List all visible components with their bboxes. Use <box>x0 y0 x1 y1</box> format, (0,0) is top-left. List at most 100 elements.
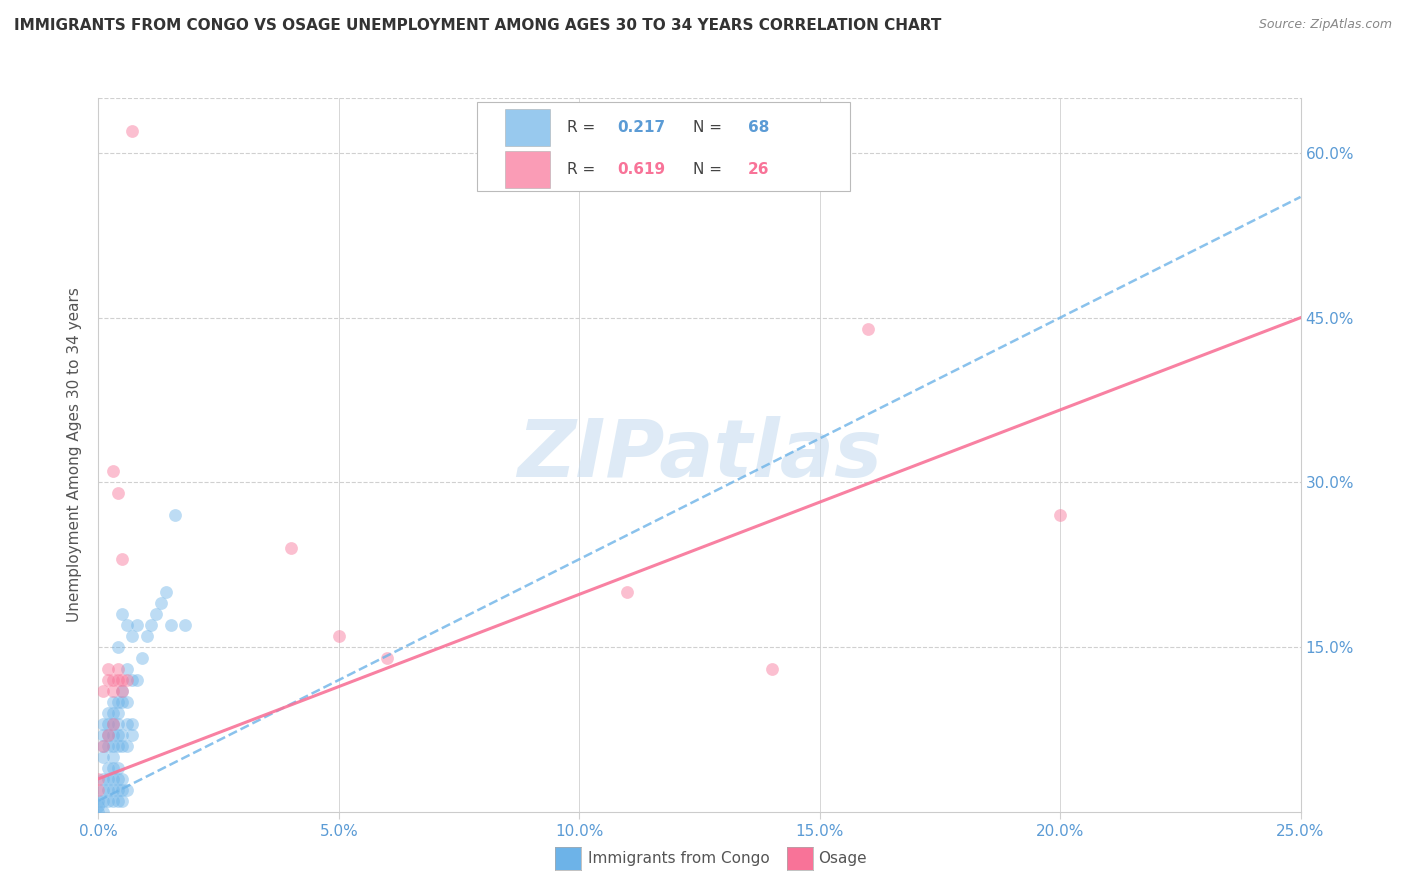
Point <box>101 794 124 808</box>
Point <box>159 618 181 632</box>
Text: 26: 26 <box>748 161 769 177</box>
Text: 0.619: 0.619 <box>617 161 666 177</box>
Point <box>101 684 124 698</box>
Point <box>101 728 124 742</box>
Point <box>149 596 172 610</box>
Point <box>91 684 114 698</box>
Point <box>101 782 124 797</box>
Point <box>121 629 143 643</box>
FancyBboxPatch shape <box>505 151 550 188</box>
Point <box>107 728 129 742</box>
Point <box>101 761 124 775</box>
Point <box>131 651 153 665</box>
Point <box>101 717 124 731</box>
Point <box>165 508 187 523</box>
Point <box>111 684 134 698</box>
Point <box>107 772 129 786</box>
Point <box>101 717 124 731</box>
Text: Osage: Osage <box>818 851 868 865</box>
Point <box>91 739 114 753</box>
Point <box>1049 508 1071 523</box>
Point <box>101 673 124 687</box>
Point <box>87 782 110 797</box>
Point <box>87 772 110 786</box>
Point <box>107 782 129 797</box>
Point <box>97 717 120 731</box>
Point <box>125 673 148 687</box>
Point <box>117 739 139 753</box>
Point <box>97 662 120 676</box>
Text: N =: N = <box>693 161 727 177</box>
Point <box>87 799 110 814</box>
Point <box>135 629 157 643</box>
Point <box>107 640 129 654</box>
Point <box>87 805 110 819</box>
Point <box>107 695 129 709</box>
Point <box>111 552 134 566</box>
Point <box>107 739 129 753</box>
Point <box>91 794 114 808</box>
Point <box>91 749 114 764</box>
Point <box>111 684 134 698</box>
Point <box>107 673 129 687</box>
Point <box>125 618 148 632</box>
Text: R =: R = <box>567 120 600 135</box>
Point <box>121 717 143 731</box>
Point <box>107 717 129 731</box>
Text: ZIPatlas: ZIPatlas <box>517 416 882 494</box>
Text: IMMIGRANTS FROM CONGO VS OSAGE UNEMPLOYMENT AMONG AGES 30 TO 34 YEARS CORRELATIO: IMMIGRANTS FROM CONGO VS OSAGE UNEMPLOYM… <box>14 18 942 33</box>
Point <box>101 464 124 478</box>
Text: Source: ZipAtlas.com: Source: ZipAtlas.com <box>1258 18 1392 31</box>
Point <box>101 706 124 720</box>
Point <box>97 794 120 808</box>
Point <box>91 782 114 797</box>
Text: N =: N = <box>693 120 727 135</box>
Point <box>328 629 350 643</box>
FancyBboxPatch shape <box>505 109 550 146</box>
Point <box>91 805 114 819</box>
Point <box>111 673 134 687</box>
Point <box>117 717 139 731</box>
Point <box>174 618 197 632</box>
Point <box>107 486 129 500</box>
Point <box>97 728 120 742</box>
Text: 0.217: 0.217 <box>617 120 666 135</box>
Text: Immigrants from Congo: Immigrants from Congo <box>588 851 769 865</box>
Point <box>117 618 139 632</box>
Point <box>117 782 139 797</box>
Point <box>111 728 134 742</box>
Text: R =: R = <box>567 161 600 177</box>
Point <box>145 607 167 621</box>
Point <box>117 673 139 687</box>
Point <box>97 761 120 775</box>
Point <box>111 772 134 786</box>
Y-axis label: Unemployment Among Ages 30 to 34 years: Unemployment Among Ages 30 to 34 years <box>67 287 83 623</box>
Point <box>97 772 120 786</box>
Point <box>280 541 302 556</box>
Point <box>97 728 120 742</box>
Point <box>91 772 114 786</box>
Point <box>101 739 124 753</box>
Point <box>117 695 139 709</box>
Point <box>97 706 120 720</box>
Point <box>375 651 398 665</box>
Point <box>107 662 129 676</box>
Point <box>117 662 139 676</box>
Point <box>616 585 638 599</box>
Point <box>107 706 129 720</box>
Point <box>91 728 114 742</box>
Point <box>761 662 783 676</box>
Point <box>91 739 114 753</box>
Point <box>111 695 134 709</box>
Point <box>107 794 129 808</box>
Point <box>111 607 134 621</box>
Point <box>91 717 114 731</box>
Point <box>121 124 143 138</box>
Point <box>107 761 129 775</box>
Point <box>141 618 163 632</box>
FancyBboxPatch shape <box>477 102 849 191</box>
Point <box>111 739 134 753</box>
Point <box>856 321 879 335</box>
Point <box>97 673 120 687</box>
Point <box>101 772 124 786</box>
